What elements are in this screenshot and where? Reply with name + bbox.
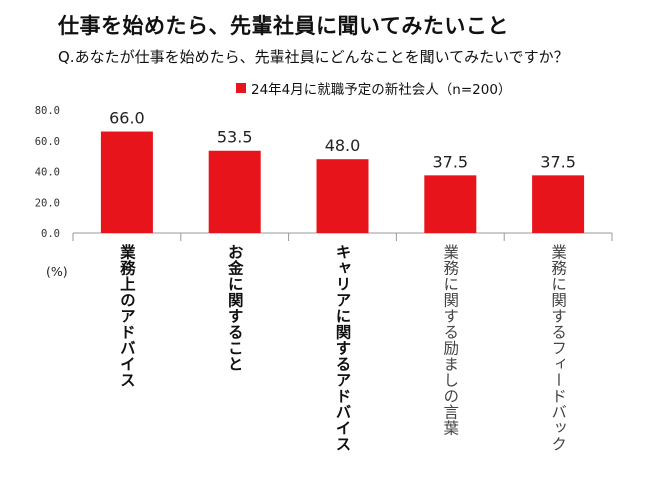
bar-3 xyxy=(316,159,369,233)
y-tick-label: 20.0 xyxy=(35,197,60,209)
category-label: お金に関すること xyxy=(225,244,244,372)
data-label: 48.0 xyxy=(325,136,361,155)
bar-4 xyxy=(424,175,477,233)
y-tick-label: 80.0 xyxy=(35,105,60,117)
category-label: 業務に関する励ましの言葉 xyxy=(441,244,460,436)
y-tick-label: 40.0 xyxy=(35,167,60,179)
survey-question: Q.あなたが仕事を始めたら、先輩社員にどんなことを聞いてみたいですか？ xyxy=(58,48,569,66)
data-label: 37.5 xyxy=(540,152,576,171)
legend-swatch xyxy=(236,83,246,93)
chart-title: 仕事を始めたら、先輩社員に聞いてみたいこと xyxy=(58,14,509,38)
data-label: 66.0 xyxy=(109,109,145,128)
y-tick-label: 0.0 xyxy=(41,228,60,240)
data-label: 37.5 xyxy=(432,152,468,171)
y-tick-label: 60.0 xyxy=(35,136,60,148)
bar-1 xyxy=(100,131,153,233)
chart-legend: 24年4月に就職予定の新社会人（n=200） xyxy=(236,78,511,98)
bar-2 xyxy=(208,150,261,233)
category-label: キャリアに関するアドバイス xyxy=(333,244,352,452)
legend-label: 24年4月に就職予定の新社会人（n=200） xyxy=(251,82,512,98)
category-label: 業務上のアドバイス xyxy=(117,244,136,388)
bar-5 xyxy=(532,175,585,233)
y-axis-unit-label: (%) xyxy=(46,264,68,279)
data-label: 53.5 xyxy=(217,128,253,147)
category-label: 業務に関するフィードバック xyxy=(549,244,568,452)
